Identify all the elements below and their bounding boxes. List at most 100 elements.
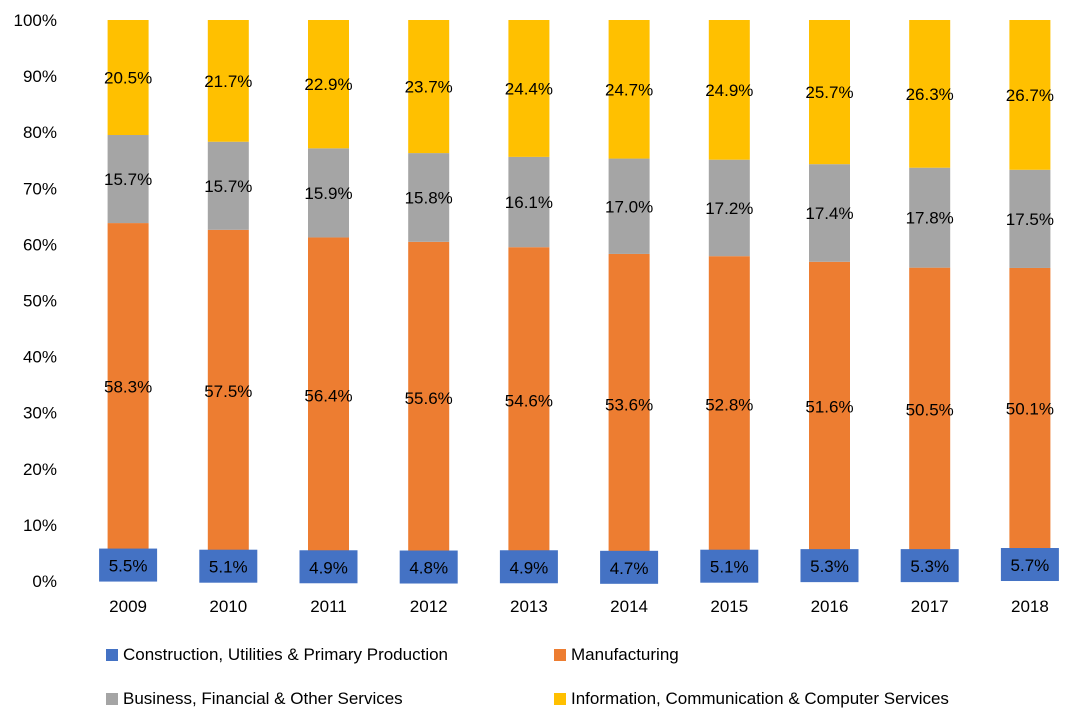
data-label: 4.8% <box>409 559 448 578</box>
bar-segment <box>708 256 750 553</box>
x-tick-label: 2010 <box>209 597 247 616</box>
data-label: 25.7% <box>805 83 853 102</box>
bar-segment <box>408 241 450 555</box>
x-axis: 2009 2010 2011 2012 2013 2014 2015 2016 2017 2018 <box>109 597 1049 616</box>
bar-segment <box>909 20 951 168</box>
data-label: 58.3% <box>104 378 152 397</box>
x-tick-label: 2016 <box>811 597 849 616</box>
legend-label: Information, Communication & Computer Se… <box>571 689 949 708</box>
data-label: 23.7% <box>405 78 453 97</box>
bar-segment <box>107 20 149 136</box>
data-label: 5.3% <box>910 557 949 576</box>
data-label: 22.9% <box>304 75 352 94</box>
data-label-box <box>900 549 959 583</box>
bar-segment <box>308 20 349 149</box>
data-label-box <box>299 550 358 584</box>
bar-segment <box>308 237 349 554</box>
data-label-box <box>1000 548 1059 582</box>
legend-item: Construction, Utilities & Primary Produc… <box>106 645 448 665</box>
bar-segment <box>408 20 450 154</box>
bar-segment <box>508 247 550 554</box>
x-tick-label: 2011 <box>310 597 347 616</box>
bar-segment <box>809 164 850 262</box>
data-label: 24.7% <box>605 80 653 99</box>
bar-segment <box>909 167 951 268</box>
data-label-box <box>99 548 158 582</box>
y-tick-label: 60% <box>23 235 57 254</box>
data-label: 4.9% <box>510 558 549 577</box>
bar-segment <box>809 20 850 165</box>
y-tick-label: 10% <box>23 516 57 535</box>
legend-label: Construction, Utilities & Primary Produc… <box>123 645 449 664</box>
data-label: 4.9% <box>309 558 348 577</box>
data-label: 53.6% <box>605 395 653 414</box>
y-tick-label: 70% <box>23 179 57 198</box>
legend-swatch <box>554 649 566 661</box>
legend-label: Business, Financial & Other Services <box>123 689 403 708</box>
legend-label: Manufacturing <box>571 645 679 664</box>
bar-segment <box>107 223 149 551</box>
data-label: 51.6% <box>805 398 853 417</box>
data-label: 16.1% <box>505 193 553 212</box>
data-label: 50.1% <box>1006 399 1054 418</box>
data-label: 5.7% <box>1011 556 1050 575</box>
data-label: 56.4% <box>304 386 352 405</box>
x-tick-label: 2014 <box>610 597 648 616</box>
y-axis: 0% 10% 20% 30% 40% 50% 60% 70% 80% 90% 100% <box>14 11 57 591</box>
legend-swatch <box>554 693 566 705</box>
data-label-box <box>700 549 759 583</box>
legend-item: Manufacturing <box>554 645 679 665</box>
data-label: 17.5% <box>1006 210 1054 229</box>
data-label: 54.6% <box>505 391 553 410</box>
data-label: 52.8% <box>705 395 753 414</box>
data-label: 24.4% <box>505 79 553 98</box>
data-label: 17.2% <box>705 199 753 218</box>
legend-swatch <box>106 693 118 705</box>
data-label: 15.7% <box>104 170 152 189</box>
legend-swatch <box>106 649 118 661</box>
data-label: 5.5% <box>109 557 148 576</box>
bar-segment <box>608 158 650 254</box>
x-tick-label: 2009 <box>109 597 147 616</box>
data-label: 17.0% <box>605 197 653 216</box>
bar-segment <box>508 20 550 157</box>
legend-item: Business, Financial & Other Services <box>106 689 403 709</box>
y-tick-label: 100% <box>14 11 57 30</box>
legend-item: Information, Communication & Computer Se… <box>554 689 949 709</box>
bar-segment <box>207 229 249 553</box>
bar-segment <box>809 261 850 552</box>
x-tick-label: 2017 <box>911 597 949 616</box>
bar-segment <box>207 20 249 142</box>
data-label: 26.3% <box>906 85 954 104</box>
data-label: 5.1% <box>209 558 248 577</box>
y-tick-label: 40% <box>23 348 57 367</box>
data-label: 5.1% <box>710 558 749 577</box>
x-tick-label: 2015 <box>710 597 748 616</box>
data-label: 50.5% <box>906 400 954 419</box>
y-tick-label: 0% <box>32 572 57 591</box>
data-label: 55.6% <box>405 389 453 408</box>
data-label: 17.8% <box>906 209 954 228</box>
data-label: 57.5% <box>204 382 252 401</box>
bar-segment <box>909 267 951 552</box>
bar-segment <box>408 153 450 242</box>
data-label-box <box>399 550 458 584</box>
data-label-box <box>199 549 258 583</box>
bar-segment <box>1009 267 1051 550</box>
data-label: 15.7% <box>204 177 252 196</box>
y-tick-label: 80% <box>23 123 57 142</box>
bar-segment <box>308 148 349 238</box>
bar-segment <box>608 253 650 555</box>
data-label: 26.7% <box>1006 86 1054 105</box>
bar-segment <box>1009 20 1051 170</box>
legend: Construction, Utilities & Primary Produc… <box>106 645 1066 709</box>
data-label: 17.4% <box>805 204 853 223</box>
x-tick-label: 2012 <box>410 597 448 616</box>
y-tick-label: 30% <box>23 404 57 423</box>
data-label-box <box>600 550 659 584</box>
y-tick-label: 50% <box>23 292 57 311</box>
data-label-box <box>499 550 558 584</box>
bar-segment <box>1009 169 1051 268</box>
bar-segment <box>708 159 750 257</box>
data-label: 20.5% <box>104 69 152 88</box>
